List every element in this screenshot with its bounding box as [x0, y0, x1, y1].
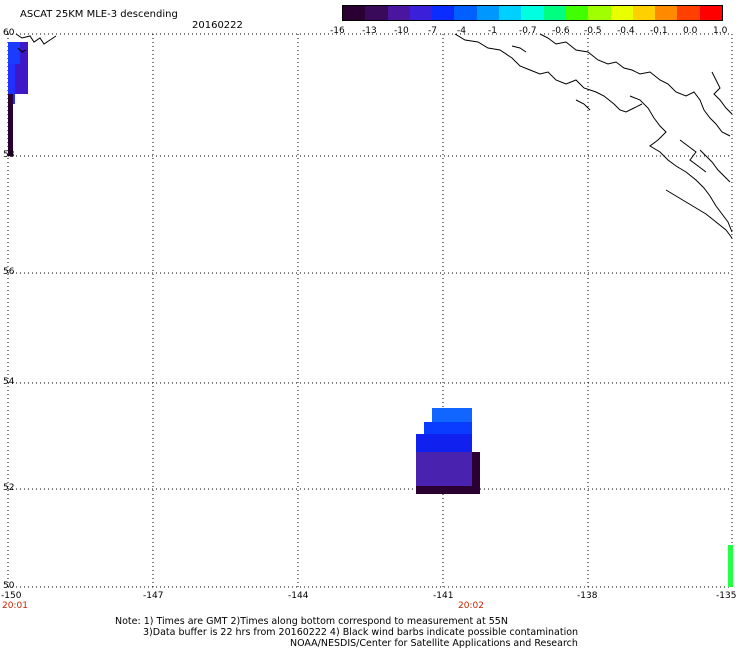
colorbar-label: -16	[330, 26, 345, 36]
colorbar-swatch	[476, 6, 500, 20]
colorbar-swatch	[343, 6, 366, 20]
colorbar-label: -4	[457, 26, 466, 36]
time-label: 20:01	[2, 601, 28, 611]
lat-label: 52	[3, 483, 15, 493]
colorbar-swatch	[365, 6, 388, 20]
swath-northwest	[8, 42, 28, 156]
colorbar-swatch	[610, 6, 633, 20]
colorbar-swatch	[632, 6, 656, 20]
note-line-2: 3)Data buffer is 22 hrs from 20160222 4)…	[143, 627, 579, 638]
colorbar-label: -0.1	[650, 26, 668, 36]
lat-label: 54	[3, 377, 15, 387]
colorbar-label: 1.0	[713, 26, 728, 36]
colorbar-label: -0.5	[584, 26, 602, 36]
colorbar-swatch	[565, 6, 589, 20]
colorbar-label: 0.0	[683, 26, 698, 36]
colorbar-swatch	[699, 6, 723, 20]
lon-label: -147	[143, 591, 164, 601]
product-date: 20160222	[192, 20, 243, 31]
colorbar-swatch	[543, 6, 566, 20]
lon-label: -150	[1, 591, 22, 601]
colorbar-swatch	[588, 6, 611, 20]
coastline	[15, 33, 733, 239]
colorbar	[342, 5, 723, 21]
colorbar-swatch	[677, 6, 700, 20]
product-title: ASCAT 25KM MLE-3 descending	[20, 9, 178, 20]
note-line-1: Note: 1) Times are GMT 2)Times along bot…	[115, 616, 508, 627]
colorbar-swatch	[387, 6, 410, 20]
colorbar-labels: -16 -13 -10 -7 -4 -1 -0.7 -0.6 -0.5 -0.4…	[0, 27, 740, 37]
time-label: 20:02	[458, 601, 484, 611]
lon-label: -135	[716, 591, 737, 601]
colorbar-label: -10	[394, 26, 409, 36]
swath-southeast	[728, 545, 733, 587]
colorbar-swatch	[521, 6, 544, 20]
lat-label: 56	[3, 267, 15, 277]
colorbar-swatch	[409, 6, 433, 20]
colorbar-label: -13	[362, 26, 377, 36]
colorbar-swatch	[454, 6, 477, 20]
colorbar-swatch	[432, 6, 455, 20]
colorbar-label: -1	[488, 26, 497, 36]
colorbar-label: -0.4	[617, 26, 635, 36]
lat-lon-grid	[7, 33, 733, 588]
swath-central	[416, 408, 480, 494]
lon-label: -144	[288, 591, 309, 601]
colorbar-swatch	[499, 6, 522, 20]
lat-label: 50	[3, 581, 15, 591]
lat-label: 60	[3, 28, 15, 38]
lon-label: -138	[577, 591, 598, 601]
colorbar-label: -7	[428, 26, 437, 36]
colorbar-swatch	[655, 6, 678, 20]
lon-label: -141	[433, 591, 454, 601]
note-line-3: NOAA/NESDIS/Center for Satellite Applica…	[290, 638, 578, 649]
lat-label: 58	[3, 150, 15, 160]
colorbar-label: -0.6	[552, 26, 570, 36]
colorbar-label: -0.7	[519, 26, 537, 36]
